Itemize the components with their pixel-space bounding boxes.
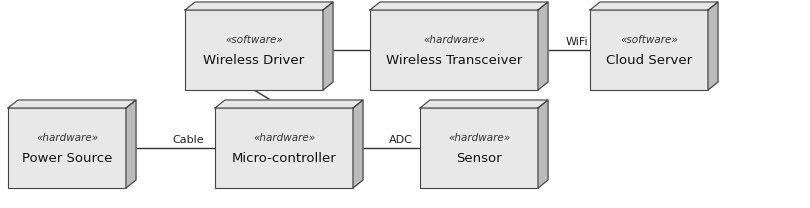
Text: «hardware»: «hardware» xyxy=(448,133,510,143)
Polygon shape xyxy=(370,2,548,10)
Polygon shape xyxy=(420,100,548,108)
Text: «hardware»: «hardware» xyxy=(253,133,315,143)
Polygon shape xyxy=(215,100,363,108)
Bar xyxy=(420,108,538,188)
Text: Cloud Server: Cloud Server xyxy=(606,53,692,67)
Bar xyxy=(215,108,353,188)
Polygon shape xyxy=(126,100,136,188)
Text: Wireless Driver: Wireless Driver xyxy=(203,53,305,67)
Polygon shape xyxy=(185,2,333,10)
Text: Wireless Transceiver: Wireless Transceiver xyxy=(386,53,522,67)
Bar xyxy=(590,10,708,90)
Bar xyxy=(185,10,323,90)
Text: Power Source: Power Source xyxy=(22,151,113,165)
Text: «software»: «software» xyxy=(225,35,283,45)
Text: «hardware»: «hardware» xyxy=(36,133,98,143)
Text: WiFi: WiFi xyxy=(566,37,589,47)
Polygon shape xyxy=(8,100,136,108)
Text: Micro-controller: Micro-controller xyxy=(232,151,336,165)
Text: «hardware»: «hardware» xyxy=(423,35,485,45)
Text: Cable: Cable xyxy=(173,135,204,145)
Bar xyxy=(8,108,126,188)
Polygon shape xyxy=(708,2,718,90)
Polygon shape xyxy=(538,2,548,90)
Text: Sensor: Sensor xyxy=(456,151,502,165)
Polygon shape xyxy=(353,100,363,188)
Polygon shape xyxy=(323,2,333,90)
Text: ADC: ADC xyxy=(389,135,412,145)
Polygon shape xyxy=(538,100,548,188)
Polygon shape xyxy=(590,2,718,10)
Bar xyxy=(370,10,538,90)
Text: «software»: «software» xyxy=(620,35,678,45)
